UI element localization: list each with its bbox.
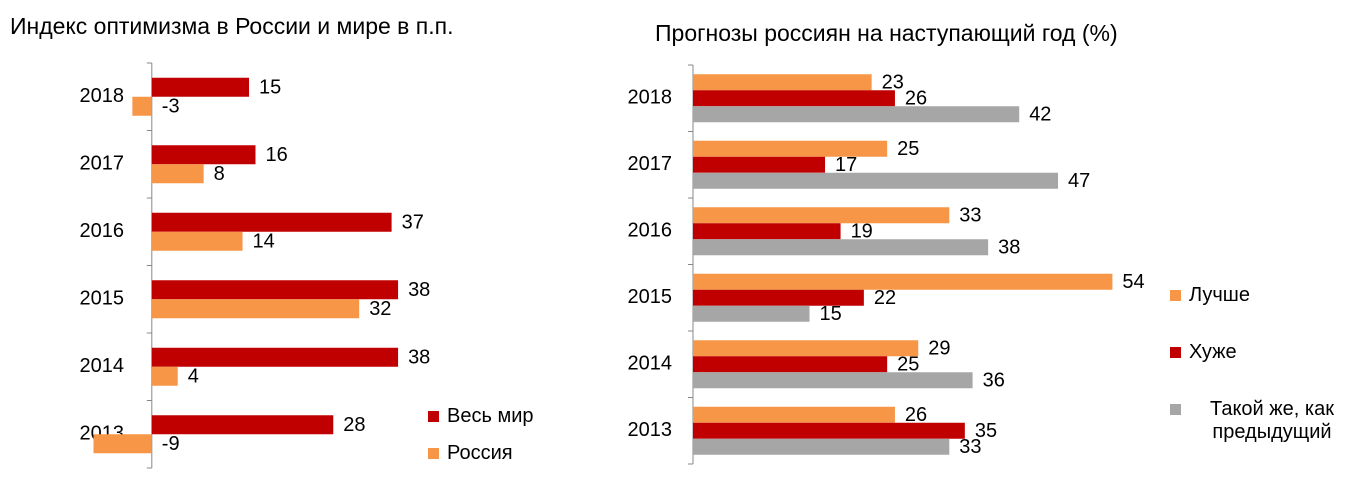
data-label: 32 bbox=[369, 298, 391, 320]
bar bbox=[151, 164, 204, 184]
data-label: 33 bbox=[959, 205, 981, 227]
y-tick-label: 2013 bbox=[628, 419, 673, 441]
y-tick-label: 2014 bbox=[80, 355, 125, 377]
bar bbox=[693, 372, 973, 389]
bar bbox=[693, 223, 841, 240]
y-tick-label: 2017 bbox=[628, 153, 673, 175]
bar bbox=[693, 406, 895, 423]
bar bbox=[693, 90, 895, 107]
legend-swatch bbox=[428, 448, 439, 459]
y-tick-label: 2014 bbox=[628, 353, 673, 375]
bar bbox=[151, 366, 178, 386]
legend-label: Весь мир bbox=[447, 405, 534, 427]
legend-item: Весь мир bbox=[428, 405, 588, 428]
data-label: 26 bbox=[905, 88, 927, 110]
bar bbox=[693, 305, 810, 322]
data-label: 4 bbox=[188, 366, 199, 388]
data-label: -9 bbox=[162, 433, 180, 455]
chart-title: Прогнозы россиян на наступающий год (%) bbox=[655, 20, 1118, 46]
chart-title: Индекс оптимизма в России и мире в п.п. bbox=[10, 13, 453, 39]
data-label: 37 bbox=[402, 212, 424, 234]
data-label: 26 bbox=[905, 404, 927, 426]
data-label: -3 bbox=[162, 96, 180, 118]
bar bbox=[151, 231, 243, 251]
bar bbox=[693, 422, 965, 439]
legend-item: Хуже bbox=[1170, 341, 1355, 364]
y-tick-label: 2016 bbox=[80, 220, 125, 242]
data-label: 25 bbox=[897, 138, 919, 160]
legend-swatch bbox=[1170, 290, 1181, 301]
bar bbox=[151, 299, 360, 319]
data-label: 16 bbox=[266, 144, 288, 166]
data-label: 14 bbox=[253, 231, 275, 253]
data-label: 19 bbox=[851, 221, 873, 243]
data-label: 22 bbox=[874, 287, 896, 309]
bar bbox=[693, 356, 888, 373]
bar bbox=[151, 77, 250, 97]
y-tick-label: 2017 bbox=[80, 153, 125, 175]
bar bbox=[132, 96, 152, 116]
data-label: 38 bbox=[408, 347, 430, 369]
data-label: 8 bbox=[214, 163, 225, 185]
bar bbox=[693, 340, 919, 357]
legend-swatch bbox=[1170, 347, 1181, 358]
bar bbox=[693, 289, 864, 306]
legend-swatch bbox=[428, 411, 439, 422]
data-label: 28 bbox=[343, 414, 365, 436]
legend-swatch bbox=[1170, 404, 1181, 415]
y-tick-label: 2015 bbox=[80, 288, 125, 310]
data-label: 47 bbox=[1068, 170, 1090, 192]
legend-label: Такой же, как предыдущий bbox=[1210, 398, 1334, 443]
bar bbox=[693, 74, 872, 91]
data-label: 42 bbox=[1029, 104, 1051, 126]
data-label: 33 bbox=[959, 436, 981, 458]
data-label: 35 bbox=[975, 420, 997, 442]
data-label: 17 bbox=[835, 154, 857, 176]
data-label: 29 bbox=[928, 338, 950, 360]
y-tick-label: 2018 bbox=[628, 87, 673, 109]
bar bbox=[151, 415, 334, 435]
bar bbox=[93, 434, 152, 454]
bar bbox=[693, 239, 989, 256]
legend-item: Россия bbox=[428, 442, 588, 465]
legend-label: Хуже bbox=[1189, 341, 1237, 363]
bar bbox=[693, 207, 950, 224]
data-label: 54 bbox=[1122, 271, 1144, 293]
bar bbox=[693, 156, 826, 173]
legend-label: Лучше bbox=[1189, 284, 1250, 306]
legend-item: Лучше bbox=[1170, 284, 1355, 307]
data-label: 38 bbox=[998, 237, 1020, 259]
data-label: 38 bbox=[408, 279, 430, 301]
bar bbox=[693, 438, 950, 455]
data-label: 15 bbox=[820, 303, 842, 325]
bar bbox=[693, 172, 1059, 189]
legend-label: Россия bbox=[447, 442, 513, 464]
data-label: 15 bbox=[259, 77, 281, 99]
bar bbox=[151, 347, 399, 367]
data-label: 36 bbox=[983, 370, 1005, 392]
y-tick-label: 2015 bbox=[628, 286, 673, 308]
legend-item: Такой же, как предыдущий bbox=[1170, 398, 1355, 444]
bar bbox=[693, 106, 1020, 123]
bar bbox=[693, 140, 888, 157]
bar bbox=[693, 273, 1113, 290]
bar bbox=[151, 212, 392, 232]
bar bbox=[151, 145, 256, 165]
y-tick-label: 2018 bbox=[80, 85, 125, 107]
data-label: 25 bbox=[897, 354, 919, 376]
bar bbox=[151, 280, 399, 300]
y-tick-label: 2016 bbox=[628, 220, 673, 242]
data-label: 23 bbox=[882, 72, 904, 94]
